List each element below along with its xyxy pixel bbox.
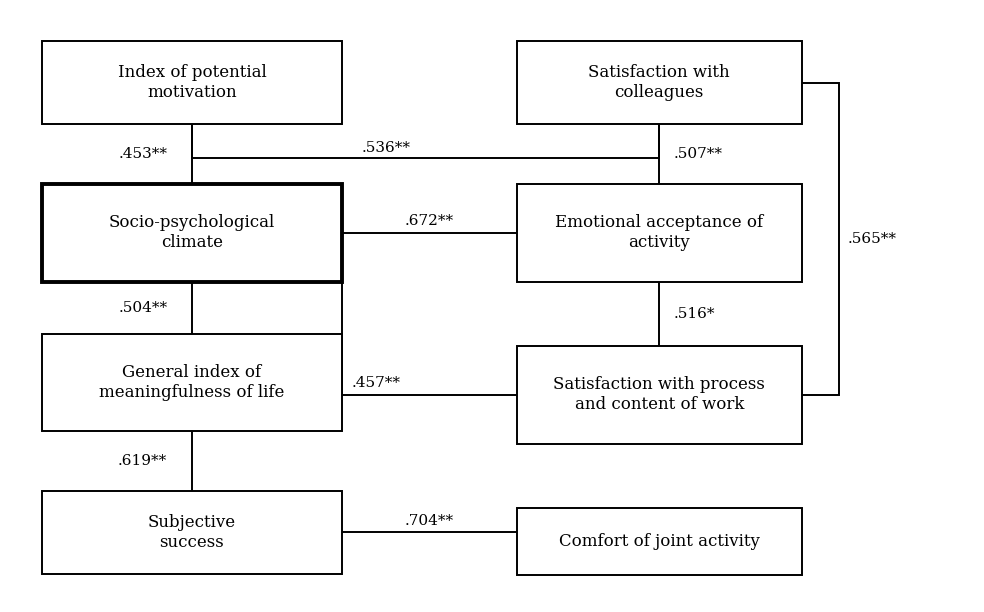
Text: Subjective
success: Subjective success	[148, 514, 236, 551]
FancyBboxPatch shape	[42, 184, 342, 282]
Text: .504**: .504**	[118, 300, 167, 315]
FancyBboxPatch shape	[517, 346, 802, 444]
Text: Satisfaction with
colleagues: Satisfaction with colleagues	[588, 64, 730, 101]
Text: .516*: .516*	[674, 307, 715, 321]
Text: Comfort of joint activity: Comfort of joint activity	[559, 533, 760, 550]
FancyBboxPatch shape	[42, 42, 342, 124]
Text: .704**: .704**	[404, 513, 454, 528]
FancyBboxPatch shape	[517, 42, 802, 124]
Text: .453**: .453**	[118, 147, 167, 161]
FancyBboxPatch shape	[517, 184, 802, 282]
Text: .565**: .565**	[847, 232, 896, 245]
Text: .672**: .672**	[404, 214, 454, 228]
Text: Socio-psychological
climate: Socio-psychological climate	[109, 214, 275, 251]
Text: Emotional acceptance of
activity: Emotional acceptance of activity	[555, 214, 764, 251]
Text: .536**: .536**	[362, 141, 410, 155]
Text: .619**: .619**	[118, 454, 167, 468]
FancyBboxPatch shape	[42, 334, 342, 431]
Text: Satisfaction with process
and content of work: Satisfaction with process and content of…	[553, 376, 766, 413]
Text: Index of potential
motivation: Index of potential motivation	[117, 64, 267, 101]
FancyBboxPatch shape	[42, 491, 342, 574]
FancyBboxPatch shape	[517, 508, 802, 575]
Text: .457**: .457**	[352, 376, 400, 390]
Text: General index of
meaningfulness of life: General index of meaningfulness of life	[99, 364, 284, 401]
Text: .507**: .507**	[674, 147, 723, 161]
